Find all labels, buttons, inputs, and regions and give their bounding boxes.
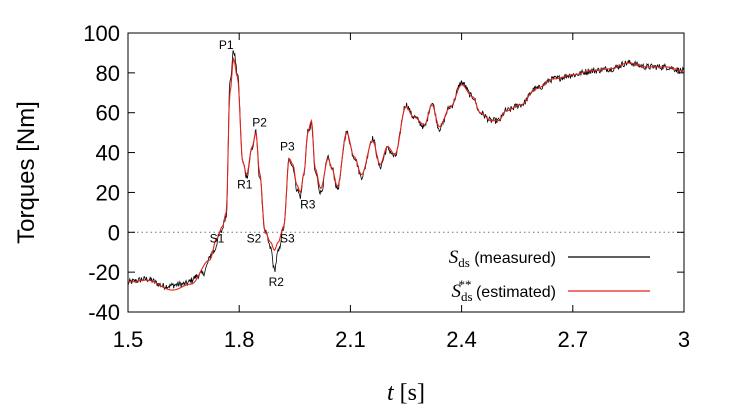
annotation-r3: R3 xyxy=(300,197,316,211)
legend-symbol: S xyxy=(451,281,461,302)
series-line-estimated xyxy=(128,56,684,291)
y-tick-label: 40 xyxy=(96,141,120,166)
x-tick-label: 1.5 xyxy=(113,327,144,352)
annotation-p3: P3 xyxy=(280,140,295,154)
legend-label-1: Sds** (estimated) xyxy=(451,277,556,304)
x-tick-label: 2.4 xyxy=(446,327,477,352)
x-axis-unit: [s] xyxy=(394,380,425,406)
y-tick-label: 80 xyxy=(96,61,120,86)
annotation-p1: P1 xyxy=(219,38,234,52)
x-tick-label: 2.7 xyxy=(558,327,589,352)
legend-label-0: Sds (measured) xyxy=(449,247,556,270)
annotation-r1: R1 xyxy=(237,177,253,191)
annotation-s2: S2 xyxy=(247,231,262,245)
y-tick-label: 60 xyxy=(96,101,120,126)
plot-frame xyxy=(127,32,685,313)
y-tick-label: -20 xyxy=(88,260,120,285)
x-tick-label: 1.8 xyxy=(224,327,255,352)
legend: Sds (measured)Sds** (estimated) xyxy=(449,247,650,304)
legend-symbol: S xyxy=(449,247,459,268)
legend-subscript: ds xyxy=(458,255,470,270)
annotation-s3: S3 xyxy=(280,231,295,245)
x-tick-label: 2.1 xyxy=(335,327,366,352)
y-tick-label: 0 xyxy=(108,220,120,245)
x-axis-label: t [s] xyxy=(387,380,425,406)
annotation-s1: S1 xyxy=(210,231,225,245)
plot-area xyxy=(128,50,684,291)
annotation-r2: R2 xyxy=(269,275,285,289)
y-tick-label: -40 xyxy=(88,300,120,325)
axes: -40 -20 0 20 40 60 80 100 1.5 1.8 2.1 2.4 2.7 3 Torque… xyxy=(13,21,690,406)
annotation-p2: P2 xyxy=(252,116,267,130)
legend-subscript: ds xyxy=(461,289,473,304)
legend-superscript: ** xyxy=(459,277,472,292)
x-tick-label: 3 xyxy=(678,327,690,352)
x-axis-variable: t xyxy=(387,380,395,406)
annotations: P1 P2 P3 R1 R2 R3 S1 S2 S3 xyxy=(210,38,316,289)
y-tick-label: 20 xyxy=(96,180,120,205)
legend-description: (estimated) xyxy=(472,284,556,301)
y-axis-label: Torques [Nm] xyxy=(13,101,40,244)
series-line-measured xyxy=(128,50,684,291)
legend-description: (measured) xyxy=(470,250,556,267)
y-tick-label: 100 xyxy=(83,21,120,46)
